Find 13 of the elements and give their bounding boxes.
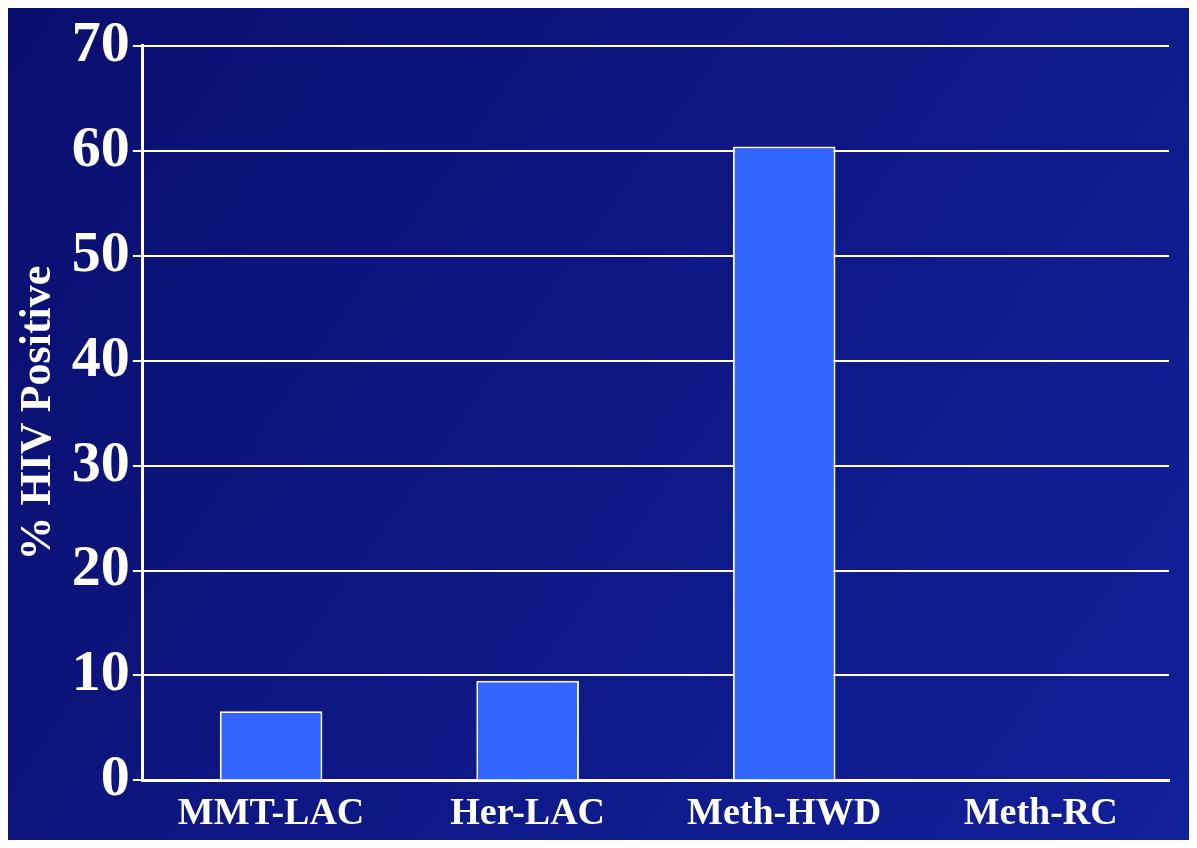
y-tick-label: 20 [71,533,130,599]
x-tick-label: Meth-RC [963,790,1118,833]
y-tick-label: 10 [71,638,130,704]
x-tick-label: MMT-LAC [177,790,365,833]
y-tick-label: 0 [100,743,130,809]
y-tick-label: 50 [71,218,130,284]
x-tick-label: Her-LAC [450,790,606,833]
y-tick-label: 70 [71,8,130,74]
y-tick-label: 30 [71,428,130,494]
x-tick-label: Meth-HWD [687,790,882,833]
y-axis-title: % HIV Positive [10,265,60,561]
y-tick-label: 60 [71,113,130,179]
y-tick-label: 40 [71,323,130,389]
